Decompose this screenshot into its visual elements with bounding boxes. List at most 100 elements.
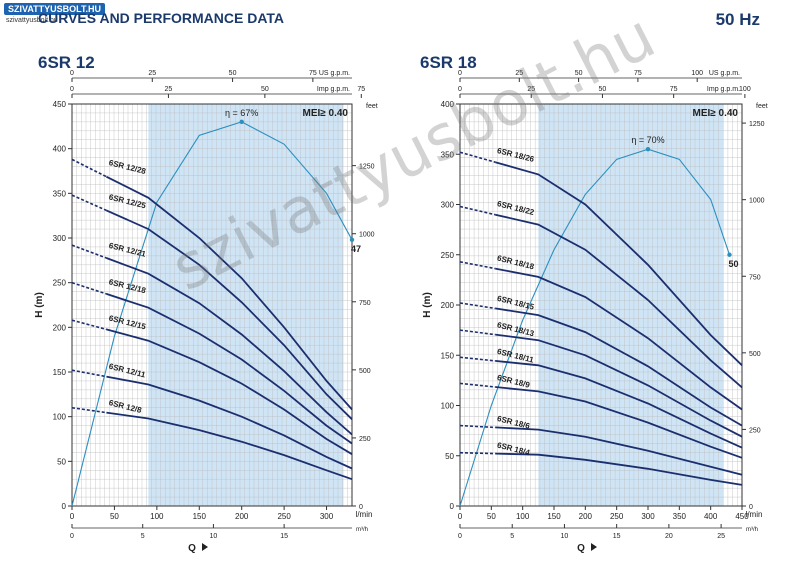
x-tick-label: 450 xyxy=(735,512,749,521)
y-tick-label: 300 xyxy=(441,201,455,210)
feet-tick-label: 750 xyxy=(359,300,371,307)
y-tick-label: 100 xyxy=(441,402,455,411)
efficiency-end-point xyxy=(349,237,355,242)
pump-curve-dashed xyxy=(71,158,107,178)
frequency-label: 50 Hz xyxy=(715,10,760,29)
x-unit-label: l/min xyxy=(356,510,373,519)
feet-tick-label: 500 xyxy=(359,368,371,375)
pump-curve-dashed xyxy=(71,319,107,331)
mei-label: MEI≥ 0.40 xyxy=(302,108,348,119)
impgpm-tick-label: 50 xyxy=(261,86,269,93)
watermark-badge: SZIVATTYUSBOLT.HU xyxy=(4,3,105,15)
y-axis-label: H (m) xyxy=(34,292,45,318)
q-axis-label: Q xyxy=(188,543,196,554)
q-axis-label: Q xyxy=(577,543,585,554)
operating-range-band xyxy=(538,104,724,506)
impgpm-tick-label: 0 xyxy=(458,86,462,93)
q-arrow-icon xyxy=(591,543,597,551)
watermark-badge-sub: szivattyusbolt.hu xyxy=(6,17,58,24)
pump-curve xyxy=(495,360,743,449)
pump-curve-dashed xyxy=(459,151,496,163)
m3h-tick-label: 25 xyxy=(717,533,725,540)
x-tick-label: 400 xyxy=(704,512,718,521)
x-tick-label: 250 xyxy=(610,512,624,521)
usgpm-tick-label: 50 xyxy=(229,70,237,77)
y-tick-label: 0 xyxy=(450,502,455,511)
x-tick-label: 50 xyxy=(487,512,496,521)
y-tick-label: 200 xyxy=(53,323,67,332)
x-tick-label: 300 xyxy=(641,512,655,521)
x-tick-label: 300 xyxy=(320,512,334,521)
feet-tick-label: 0 xyxy=(359,504,363,511)
usgpm-unit-label: US g.p.m. xyxy=(709,70,740,77)
usgpm-tick-label: 100 xyxy=(691,70,703,77)
efficiency-end-label: 47 xyxy=(351,244,361,254)
pump-curve xyxy=(105,175,353,411)
pump-curve xyxy=(495,386,743,459)
efficiency-end-label: 50 xyxy=(728,259,738,269)
y-tick-label: 400 xyxy=(441,100,455,109)
y-tick-label: 150 xyxy=(53,368,67,377)
usgpm-tick-label: 25 xyxy=(515,70,523,77)
m3h-tick-label: 0 xyxy=(70,533,74,540)
m3h-tick-label: 10 xyxy=(561,533,569,540)
series-label: 6SR 18/18 xyxy=(496,254,535,272)
m3h-tick-label: 15 xyxy=(613,533,621,540)
pump-curve xyxy=(495,161,743,366)
efficiency-peak-point xyxy=(239,119,244,125)
y-tick-label: 400 xyxy=(53,145,67,154)
q-arrow-icon xyxy=(202,543,208,551)
pump-curve xyxy=(495,426,743,476)
pump-curve xyxy=(106,375,353,470)
usgpm-tick-label: 25 xyxy=(148,70,156,77)
efficiency-end-point xyxy=(727,252,732,257)
y-tick-label: 100 xyxy=(53,413,67,422)
impgpm-tick-label: 25 xyxy=(527,86,535,93)
x-tick-label: 250 xyxy=(277,512,291,521)
feet-unit-label: feet xyxy=(366,103,378,110)
m3h-tick-label: 0 xyxy=(458,533,462,540)
feet-tick-label: 250 xyxy=(749,427,761,434)
efficiency-peak-label: η = 67% xyxy=(225,108,258,118)
feet-tick-label: 1250 xyxy=(749,121,765,128)
y-axis-label: H (m) xyxy=(422,292,433,318)
y-tick-label: 450 xyxy=(53,100,67,109)
m3h-tick-label: 20 xyxy=(665,533,673,540)
feet-tick-label: 250 xyxy=(359,436,371,443)
usgpm-tick-label: 50 xyxy=(575,70,583,77)
m3h-tick-label: 5 xyxy=(141,533,145,540)
usgpm-tick-label: 0 xyxy=(70,70,74,77)
pump-curve-dashed xyxy=(71,369,107,378)
efficiency-peak-point xyxy=(645,147,651,152)
y-tick-label: 350 xyxy=(441,150,455,159)
pump-curve-dashed xyxy=(459,302,496,310)
pump-curve-dashed xyxy=(459,260,496,270)
impgpm-tick-label: 100 xyxy=(739,86,751,93)
feet-tick-label: 500 xyxy=(749,351,761,358)
pump-curve xyxy=(495,452,743,486)
series-label: 6SR 12/8 xyxy=(108,398,143,415)
pump-curve-dashed xyxy=(459,356,496,362)
pump-curve-dashed xyxy=(459,451,496,455)
pump-curve-dashed xyxy=(459,382,496,388)
pump-curve-dashed xyxy=(459,424,496,429)
feet-tick-label: 750 xyxy=(749,274,761,281)
x-tick-label: 0 xyxy=(70,512,75,521)
pump-curve xyxy=(106,293,353,445)
feet-unit-label: feet xyxy=(756,103,768,110)
y-tick-label: 350 xyxy=(53,189,67,198)
pump-curve-dashed xyxy=(71,281,107,295)
series-label: 6SR 18/22 xyxy=(496,199,535,217)
m3h-tick-label: 15 xyxy=(280,533,288,540)
impgpm-tick-label: 50 xyxy=(599,86,607,93)
m3h-unit-label: m³/h xyxy=(746,527,758,533)
feet-tick-label: 1000 xyxy=(749,198,765,205)
pump-curve xyxy=(106,411,353,481)
y-tick-label: 150 xyxy=(441,351,455,360)
x-tick-label: 350 xyxy=(673,512,687,521)
pump-curve xyxy=(495,213,743,389)
chart-title: 6SR 12 xyxy=(38,53,95,72)
